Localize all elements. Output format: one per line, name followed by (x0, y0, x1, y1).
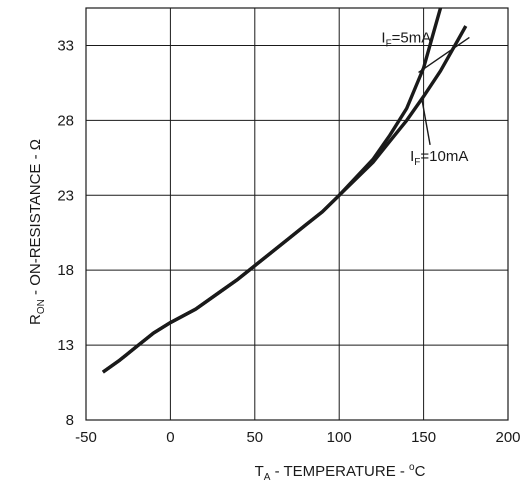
x-tick-label: 150 (411, 429, 436, 446)
annotations: IF=5mA IF=10mA (381, 29, 470, 168)
x-tick-label: 50 (246, 429, 263, 446)
series-line-if-5ma (101, 7, 443, 374)
x-tick-label: 0 (166, 429, 174, 446)
leader-line-if-10ma (421, 99, 431, 145)
x-tick-label: -50 (75, 429, 97, 446)
y-tick-label: 13 (57, 337, 74, 354)
series-lines (101, 7, 468, 374)
series-label-if-5ma: IF=5mA (381, 29, 431, 49)
x-tick-labels: -50 0 50 100 150 200 (75, 429, 520, 446)
y-axis-title: RON - ON-RESISTANCE - Ω (27, 139, 47, 325)
y-tick-label: 33 (57, 37, 74, 54)
y-tick-label: 28 (57, 112, 74, 129)
series-line-if-10ma (101, 25, 468, 374)
series-label-if-10ma: IF=10mA (410, 148, 468, 168)
x-tick-label: 200 (495, 429, 520, 446)
leader-line-if-5ma (418, 36, 470, 73)
x-axis-title: TA - TEMPERATURE - oC (255, 462, 426, 483)
plot-frame (85, 7, 509, 421)
y-tick-label: 8 (66, 412, 74, 429)
grid (85, 8, 509, 421)
y-tick-labels: 8 13 18 23 28 33 (57, 37, 74, 429)
y-tick-label: 18 (57, 262, 74, 279)
y-tick-label: 23 (57, 187, 74, 204)
x-tick-label: 100 (327, 429, 352, 446)
